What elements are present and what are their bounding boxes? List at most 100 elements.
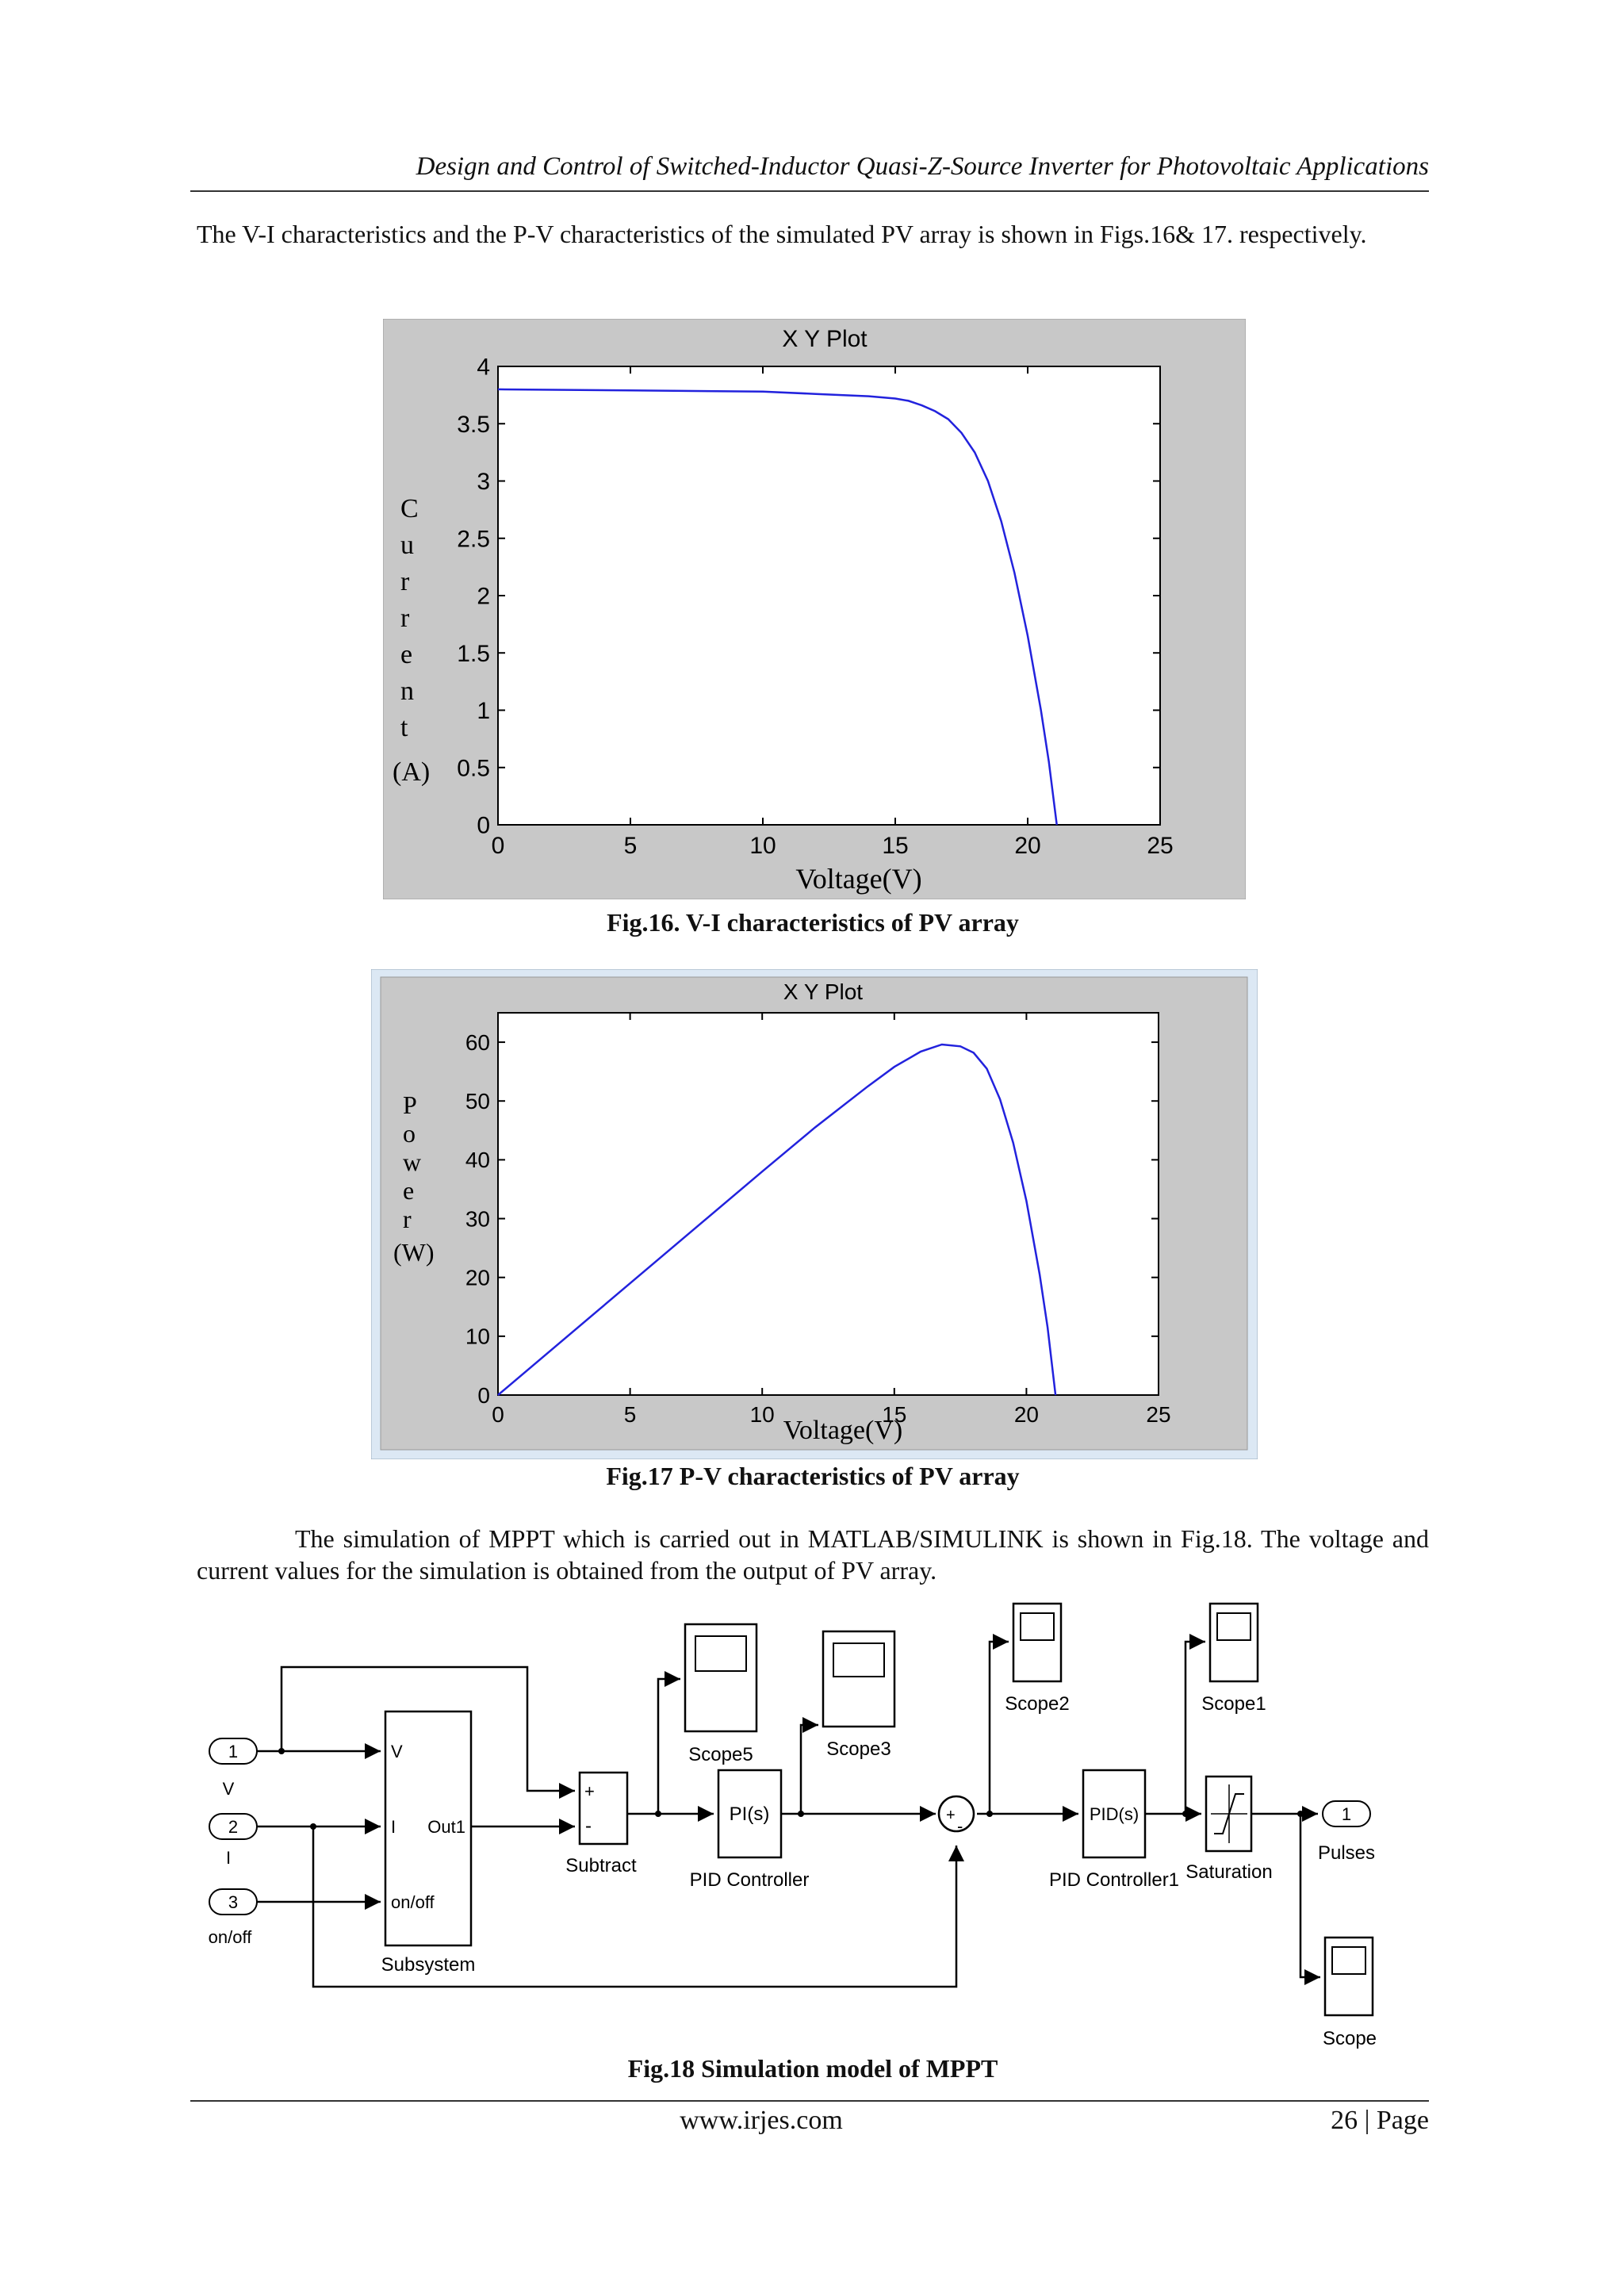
scope3-icon [833, 1642, 885, 1677]
subtract-name: Subtract [565, 1855, 637, 1876]
scope5-block[interactable]: Scope5 [684, 1623, 758, 1765]
fig17-caption: Fig.17 P-V characteristics of PV array [606, 1462, 1020, 1490]
scope1-icon [1216, 1612, 1251, 1641]
scope-name: Scope [1323, 2028, 1377, 2049]
x-tick-label: 25 [1147, 833, 1173, 859]
x-tick-label: 0 [492, 1402, 504, 1427]
scope3-block[interactable]: Scope3 [822, 1630, 896, 1760]
x-tick-label: 10 [749, 833, 776, 859]
y-label-letter: r [400, 604, 410, 633]
scope1-block[interactable]: Scope1 [1201, 1602, 1266, 1715]
scope-icon [1331, 1946, 1366, 1975]
axes-box [497, 366, 1161, 826]
axis-ticks: 0 5 10 15 20 25 0 10 20 30 40 50 60 [465, 1013, 1171, 1427]
axis-ticks: 0 5 10 15 20 25 0 0.5 1 1.5 2 2.5 3 3.5 4 [457, 355, 1173, 860]
x-tick-label: 15 [882, 833, 908, 859]
x-tick-label: 25 [1146, 1402, 1170, 1427]
inport-3-number: 3 [228, 1892, 238, 1912]
x-tick-label: 20 [1014, 833, 1040, 859]
saturation-name: Saturation [1185, 1861, 1272, 1883]
inport-2-label: I [226, 1848, 231, 1868]
outport-label: Pulses [1318, 1842, 1375, 1864]
subsystem-port-onoff: on/off [391, 1892, 435, 1912]
inport-2-number: 2 [228, 1817, 238, 1837]
y-label-letter: e [400, 640, 412, 669]
y-label-letter: n [400, 677, 414, 706]
plot-title: X Y Plot [782, 326, 868, 352]
header-rule [190, 190, 1429, 192]
branch-points [278, 1748, 1304, 1830]
subtract-plus: + [584, 1781, 595, 1801]
x-axis-label: Voltage(V) [795, 863, 921, 895]
inport-2[interactable]: 2 I [209, 1813, 258, 1868]
scope2-icon [1020, 1612, 1055, 1641]
inport-3[interactable]: 3 on/off [209, 1888, 258, 1947]
y-label-letter: r [400, 567, 410, 596]
scope2-name: Scope2 [1005, 1693, 1069, 1715]
y-tick-label: 0 [477, 1383, 490, 1408]
x-tick-label: 20 [1014, 1402, 1039, 1427]
inport-1-label: V [223, 1779, 235, 1799]
y-tick-label: 2 [477, 584, 490, 610]
saturation-block[interactable]: Saturation [1185, 1775, 1273, 1883]
y-tick-label: 0.5 [457, 755, 490, 781]
y-label-letter: u [400, 531, 414, 560]
y-label-unit: (W) [393, 1238, 435, 1267]
footer-url[interactable]: www.irjes.com [680, 2106, 843, 2135]
y-tick-label: 0 [477, 813, 490, 839]
y-tick-label: 50 [465, 1089, 490, 1114]
x-axis-label: Voltage(V) [783, 1416, 902, 1445]
outport-pulses[interactable]: 1 Pulses [1318, 1800, 1375, 1864]
y-tick-label: 60 [465, 1030, 490, 1055]
intro-paragraph: The V-I characteristics and the P-V char… [197, 220, 1367, 248]
y-tick-label: 3.5 [457, 412, 490, 438]
subsystem-port-out: Out1 [427, 1817, 465, 1837]
sum-plus: + [946, 1807, 956, 1824]
y-label-letter: e [403, 1176, 414, 1205]
pid-controller1-block[interactable]: PID(s) PID Controller1 [1049, 1769, 1179, 1891]
scope2-block[interactable]: Scope2 [1005, 1602, 1070, 1715]
subtract-minus: - [585, 1815, 592, 1837]
footer-rule [190, 2100, 1429, 2102]
pid-controller1-text: PID(s) [1090, 1804, 1139, 1824]
y-tick-label: 1.5 [457, 641, 490, 667]
y-label-unit: (A) [393, 757, 430, 787]
subtract-block[interactable]: + - Subtract [565, 1771, 637, 1876]
pid-controller-block[interactable]: PI(s) PID Controller [690, 1769, 810, 1891]
fig18-caption: Fig.18 Simulation model of MPPT [627, 2054, 998, 2083]
footer-page-number: 26 | Page [1331, 2106, 1429, 2135]
subsystem-name: Subsystem [381, 1954, 476, 1976]
y-tick-label: 30 [465, 1206, 490, 1231]
y-label-letter: w [403, 1148, 421, 1176]
fig18-simulink-model: 1 V 2 I 3 on/off V I on/off Out1 Subsyst… [209, 1602, 1377, 2049]
y-tick-label: 2.5 [457, 526, 490, 552]
inport-1[interactable]: 1 V [209, 1738, 258, 1799]
scope1-name: Scope1 [1201, 1693, 1266, 1715]
x-tick-label: 5 [624, 833, 638, 859]
fig16-caption: Fig.16. V-I characteristics of PV array [607, 908, 1019, 937]
y-label-letter: t [400, 713, 408, 742]
pid-controller1-name: PID Controller1 [1049, 1869, 1179, 1891]
y-label-letter: C [400, 494, 419, 523]
inport-3-label: on/off [209, 1927, 253, 1947]
scope-block[interactable]: Scope [1323, 1936, 1377, 2049]
subsystem-block[interactable]: V I on/off Out1 Subsystem [381, 1710, 476, 1976]
power-series-line [497, 1043, 1057, 1396]
x-tick-label: 0 [492, 833, 505, 859]
simulation-paragraph: The simulation of MPPT which is carried … [197, 1524, 1429, 1585]
pid-controller-name: PID Controller [690, 1869, 810, 1891]
y-tick-label: 40 [465, 1148, 490, 1172]
y-label-letter: o [403, 1119, 416, 1148]
y-label-letter: r [403, 1205, 412, 1233]
pid-controller-text: PI(s) [730, 1803, 770, 1825]
sum-block[interactable]: + - [937, 1795, 975, 1836]
axes-box [497, 1012, 1159, 1396]
signal-lines [257, 1634, 1320, 1988]
outport-number: 1 [1342, 1804, 1351, 1824]
y-tick-label: 10 [465, 1324, 490, 1349]
subsystem-port-i: I [391, 1817, 396, 1837]
